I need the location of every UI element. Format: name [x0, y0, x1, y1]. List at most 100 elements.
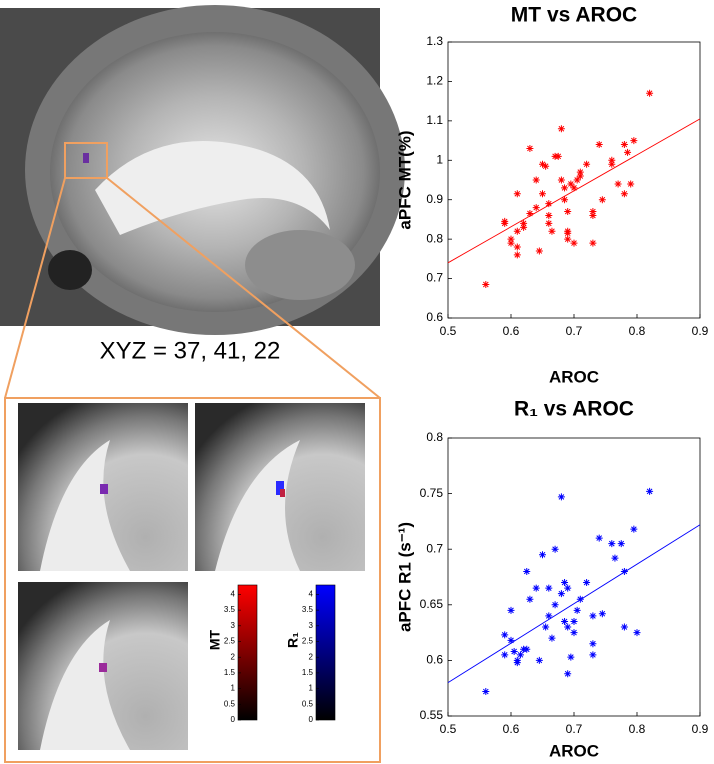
point [561, 617, 569, 625]
point [539, 551, 546, 559]
x-tick-label: 0.9 [692, 324, 709, 338]
point [595, 534, 603, 542]
colorbar-tick-label: 2 [309, 652, 314, 661]
x-tick-label: 0.6 [503, 722, 520, 736]
point [526, 595, 534, 603]
point [516, 651, 524, 659]
y-tick-label: 1.2 [426, 74, 443, 88]
point [545, 211, 553, 219]
point [564, 584, 572, 592]
point [589, 612, 597, 620]
point [545, 200, 553, 208]
point [589, 239, 597, 247]
point [564, 208, 572, 216]
point [526, 144, 534, 152]
point [570, 617, 578, 625]
trend-line [447, 524, 701, 684]
point [482, 688, 490, 696]
point [630, 137, 638, 145]
point [589, 640, 597, 648]
y-tick-label: 1 [436, 152, 443, 166]
colorbars: 0 0.5 1 1.5 2 2.5 3 3.5 4 MT 0 0.5 1 1.5 2 2.5 3 3.5 4 R₁ [207, 584, 336, 724]
colorbar-tick-label: 4 [309, 590, 314, 599]
point [633, 629, 641, 637]
point [583, 160, 591, 168]
x-axis-label: AROC [549, 741, 599, 760]
point [557, 125, 565, 133]
point [542, 162, 550, 170]
point [620, 623, 628, 631]
y-axis-label: aPFC MT(%) [395, 130, 414, 229]
y-tick-label: 1.3 [426, 34, 443, 48]
plot-area [447, 437, 701, 717]
colorbar-tick-label: 1 [309, 684, 314, 693]
point [564, 229, 572, 237]
point [501, 651, 509, 659]
point [576, 168, 584, 176]
point [620, 190, 628, 198]
point [557, 590, 565, 598]
point [564, 235, 572, 243]
colorbar-tick-label: 3 [231, 621, 236, 630]
y-tick-label: 0.8 [426, 231, 443, 245]
point [551, 601, 559, 609]
point [620, 141, 628, 149]
x-tick-label: 0.9 [692, 722, 709, 736]
x-tick-label: 0.8 [629, 324, 646, 338]
point [646, 89, 654, 97]
point [545, 219, 553, 227]
point [513, 659, 521, 667]
point [513, 251, 521, 259]
point [532, 176, 540, 184]
x-tick-label: 0.5 [440, 324, 457, 338]
point [564, 670, 572, 678]
point [507, 606, 515, 614]
point [573, 176, 581, 184]
point [520, 219, 528, 227]
x-tick-label: 0.5 [440, 722, 457, 736]
point [557, 176, 565, 184]
y-axis-label: aPFC R1 (s⁻¹) [395, 522, 414, 632]
point [510, 648, 518, 656]
point [576, 595, 584, 603]
point [598, 196, 606, 204]
colorbar-label: R₁ [285, 632, 301, 648]
point [611, 554, 619, 562]
y-tick-label: 0.9 [426, 192, 443, 206]
point [532, 204, 540, 212]
point [567, 653, 575, 661]
point [545, 612, 553, 620]
point [548, 227, 556, 235]
point [598, 610, 606, 618]
point [507, 636, 515, 644]
x-tick-label: 0.7 [566, 722, 583, 736]
colorbar-tick-label: 3 [309, 621, 314, 630]
point [620, 567, 628, 575]
y-tick-label: 0.8 [426, 430, 443, 444]
point [539, 190, 546, 198]
chart-title: R₁ vs AROC [514, 398, 634, 421]
point [532, 584, 540, 592]
caption: XYZ = 37, 41, 22 [100, 337, 281, 364]
zoom-frame [4, 397, 381, 763]
point [614, 180, 622, 188]
point [507, 239, 515, 247]
point [589, 208, 597, 216]
y-tick-label: 0.55 [420, 708, 444, 722]
colorbar [315, 584, 336, 721]
y-tick-label: 0.7 [426, 271, 443, 285]
point [646, 487, 654, 495]
point [595, 141, 603, 149]
point [526, 210, 534, 218]
point [624, 148, 632, 156]
colorbar-tick-label: 2.5 [224, 637, 236, 646]
colorbar-tick-label: 0 [309, 715, 314, 724]
y-tick-label: 0.65 [420, 597, 444, 611]
colorbar-tick-label: 0.5 [302, 699, 314, 708]
point [513, 243, 521, 251]
colorbar-tick-label: 2.5 [302, 637, 314, 646]
point [548, 634, 556, 642]
point [535, 656, 543, 664]
point [589, 651, 597, 659]
